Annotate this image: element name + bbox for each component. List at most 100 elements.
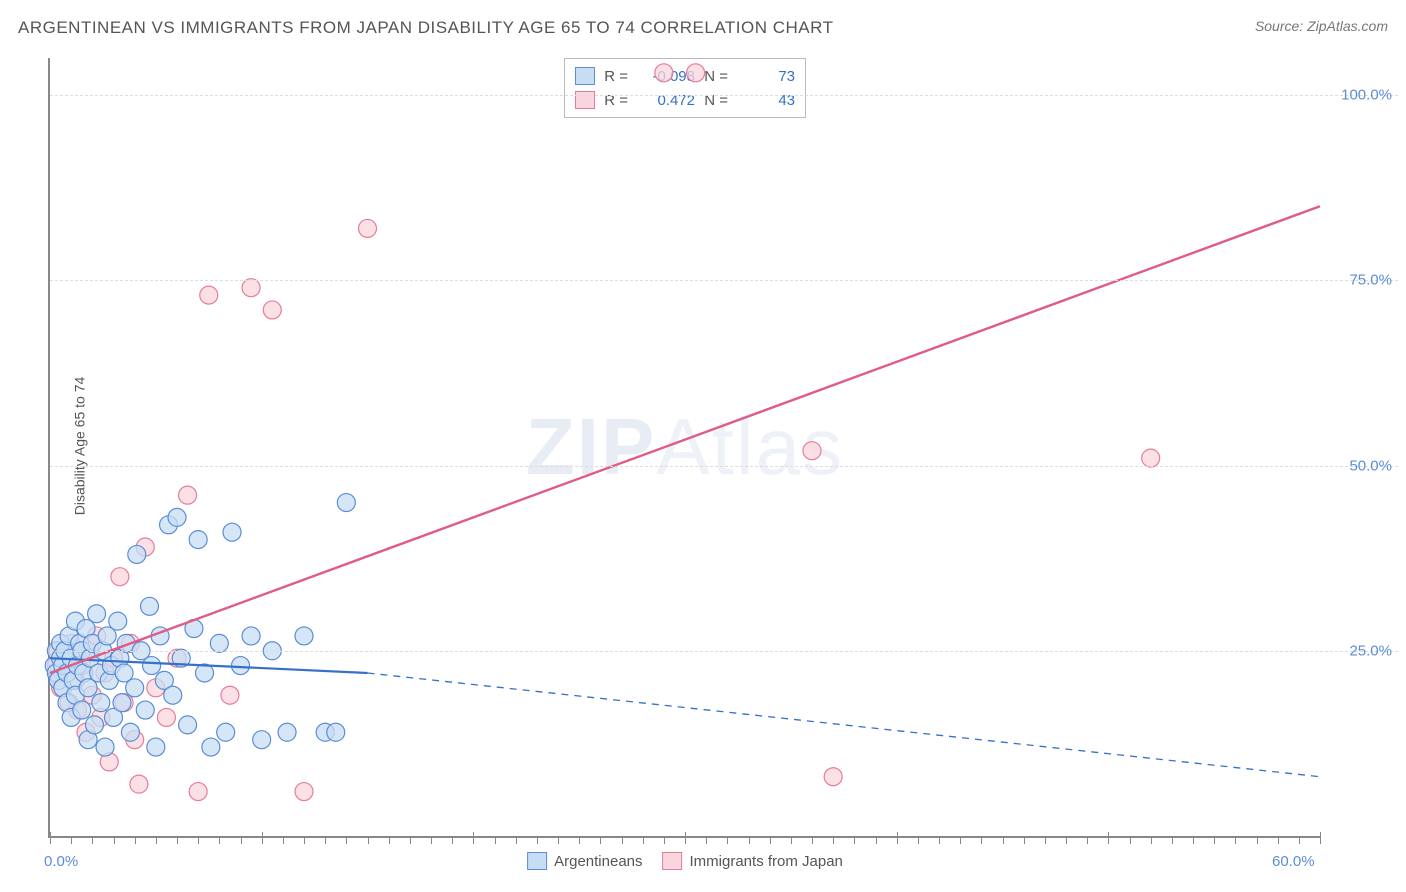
x-tick-label: 60.0% [1272, 853, 1315, 870]
data-point [130, 775, 148, 793]
data-point [263, 301, 281, 319]
x-tick [918, 838, 919, 844]
y-tick-label: 50.0% [1349, 457, 1392, 474]
x-tick [1278, 838, 1279, 844]
x-tick [1151, 838, 1152, 844]
x-tick-label: 0.0% [44, 853, 78, 870]
x-tick [1130, 838, 1131, 844]
source-label: Source: ZipAtlas.com [1255, 18, 1388, 34]
data-point [121, 723, 139, 741]
x-tick [939, 838, 940, 844]
data-point [140, 597, 158, 615]
x-tick [71, 838, 72, 844]
x-tick [960, 838, 961, 844]
x-tick [981, 838, 982, 844]
legend-item-japan: Immigrants from Japan [663, 852, 843, 870]
y-tick-label: 25.0% [1349, 642, 1392, 659]
data-point [179, 716, 197, 734]
data-point [92, 694, 110, 712]
x-tick [368, 838, 369, 844]
data-point [179, 486, 197, 504]
x-tick [346, 838, 347, 844]
swatch-argentineans-b [527, 852, 547, 870]
x-tick [812, 838, 813, 844]
x-tick [219, 838, 220, 844]
trend-line-dashed [368, 673, 1321, 777]
x-tick [727, 838, 728, 844]
data-point [242, 279, 260, 297]
data-point [210, 634, 228, 652]
x-tick [114, 838, 115, 844]
x-tick [1172, 838, 1173, 844]
swatch-japan-b [663, 852, 683, 870]
x-tick [854, 838, 855, 844]
data-point [202, 738, 220, 756]
data-point [113, 694, 131, 712]
x-tick [1024, 838, 1025, 844]
data-point [168, 508, 186, 526]
legend-item-argentineans: Argentineans [527, 852, 642, 870]
data-point [242, 627, 260, 645]
x-tick [262, 832, 263, 844]
data-point [164, 686, 182, 704]
data-point [126, 679, 144, 697]
x-tick [135, 838, 136, 844]
x-tick [177, 838, 178, 844]
x-tick [600, 838, 601, 844]
x-tick [622, 838, 623, 844]
x-tick [389, 838, 390, 844]
data-point [143, 657, 161, 675]
plot-area: ZIPAtlas R = -0.098 N = 73 R = 0.472 N =… [48, 58, 1320, 838]
data-point [359, 219, 377, 237]
x-tick [1087, 838, 1088, 844]
data-point [824, 768, 842, 786]
x-tick [241, 838, 242, 844]
gridline [50, 466, 1398, 467]
data-point [85, 716, 103, 734]
x-tick [50, 832, 51, 844]
x-tick [749, 838, 750, 844]
x-tick [1257, 838, 1258, 844]
x-tick [304, 838, 305, 844]
data-point [96, 738, 114, 756]
gridline [50, 280, 1398, 281]
data-point [200, 286, 218, 304]
data-point [223, 523, 241, 541]
scatter-plot [50, 58, 1320, 836]
data-point [221, 686, 239, 704]
x-tick [558, 838, 559, 844]
data-point [687, 64, 705, 82]
data-point [327, 723, 345, 741]
x-tick [1320, 832, 1321, 844]
x-tick [325, 838, 326, 844]
x-tick [579, 838, 580, 844]
x-tick [685, 832, 686, 844]
x-tick [1003, 838, 1004, 844]
x-tick [1045, 838, 1046, 844]
x-tick [198, 838, 199, 844]
x-tick [833, 838, 834, 844]
x-tick [283, 838, 284, 844]
data-point [295, 627, 313, 645]
x-tick [156, 838, 157, 844]
data-point [295, 783, 313, 801]
x-tick [537, 838, 538, 844]
y-tick-label: 75.0% [1349, 272, 1392, 289]
x-tick [706, 838, 707, 844]
data-point [111, 568, 129, 586]
x-tick [770, 838, 771, 844]
series-legend: Argentineans Immigrants from Japan [527, 852, 843, 870]
data-point [803, 442, 821, 460]
x-tick [1066, 838, 1067, 844]
x-tick [495, 838, 496, 844]
data-point [217, 723, 235, 741]
x-tick [664, 838, 665, 844]
x-tick [516, 838, 517, 844]
data-point [128, 545, 146, 563]
x-tick [431, 838, 432, 844]
data-point [1142, 449, 1160, 467]
x-tick [1235, 838, 1236, 844]
x-tick [452, 838, 453, 844]
data-point [88, 605, 106, 623]
data-point [232, 657, 250, 675]
